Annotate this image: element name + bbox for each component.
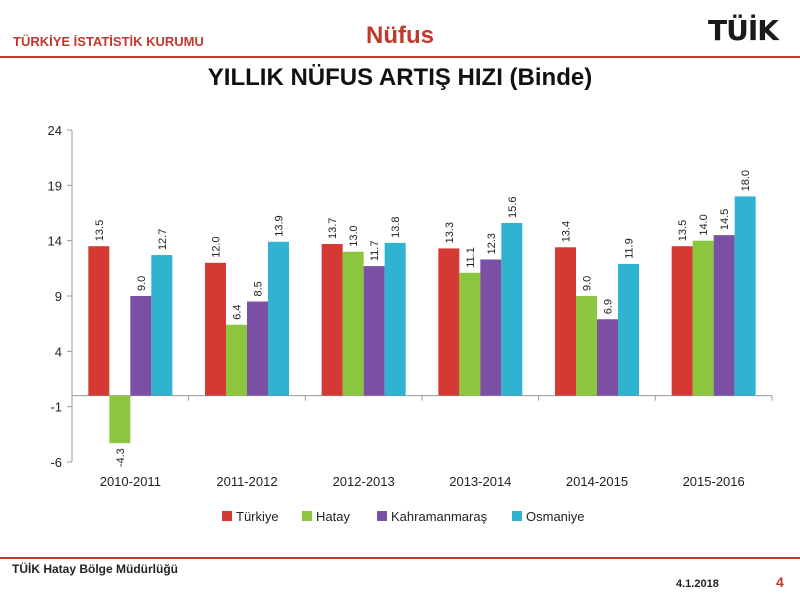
bar-value-label: 12.3 — [486, 233, 498, 254]
x-category-label: 2011-2012 — [216, 474, 277, 489]
x-category-label: 2010-2011 — [100, 474, 161, 489]
bar-hatay — [342, 251, 364, 396]
header-org: TÜRKİYE İSTATİSTİK KURUMU — [13, 34, 204, 49]
y-tick-label: 24 — [48, 123, 62, 138]
legend-swatch — [512, 511, 522, 521]
legend-label: Türkiye — [236, 509, 279, 524]
bar-osmaniye — [618, 263, 639, 396]
footer-date: 4.1.2018 — [676, 578, 719, 590]
bar-kahramanmaraş — [247, 301, 268, 396]
y-tick-label: -6 — [50, 455, 62, 470]
bar-value-label: 14.0 — [698, 214, 710, 235]
bar-hatay — [576, 296, 597, 396]
x-category-label: 2013-2014 — [449, 474, 511, 489]
x-category-label: 2012-2013 — [333, 474, 395, 489]
bar-osmaniye — [734, 196, 756, 396]
bar-value-label: 13.9 — [274, 215, 286, 236]
bar-türkiye — [671, 246, 693, 396]
bar-hatay — [226, 324, 247, 396]
bar-value-label: 13.3 — [444, 222, 456, 243]
legend-label: Osmaniye — [526, 509, 585, 524]
bar-value-label: 14.5 — [719, 209, 731, 230]
bar-value-label: 11.9 — [624, 238, 636, 259]
bar-kahramanmaraş — [597, 319, 618, 396]
bar-value-label: 8.5 — [253, 281, 265, 296]
bar-value-label: 6.9 — [603, 299, 615, 314]
y-tick-label: 19 — [48, 178, 62, 193]
footer-divider — [0, 557, 800, 559]
bar-osmaniye — [151, 255, 173, 396]
legend-swatch — [302, 511, 312, 521]
tuik-logo: TÜİK — [708, 14, 779, 47]
bar-hatay — [692, 240, 714, 396]
bar-hatay — [109, 395, 131, 444]
legend-label: Hatay — [316, 509, 350, 524]
bar-osmaniye — [268, 241, 289, 396]
bar-value-label: 12.7 — [157, 229, 169, 250]
x-category-label: 2014-2015 — [566, 474, 628, 489]
bar-türkiye — [205, 262, 226, 396]
bar-value-label: 6.4 — [232, 304, 244, 319]
bar-osmaniye — [501, 222, 523, 396]
bar-kahramanmaraş — [130, 296, 152, 396]
bar-türkiye — [438, 248, 460, 396]
bar-türkiye — [321, 243, 343, 396]
bar-value-label: 13.5 — [94, 220, 106, 241]
bar-value-label: 9.0 — [136, 276, 148, 291]
bar-hatay — [459, 272, 481, 396]
bar-kahramanmaraş — [713, 235, 735, 396]
bar-value-label: 11.1 — [465, 247, 477, 268]
bar-osmaniye — [384, 242, 406, 396]
bar-value-label: 9.0 — [582, 276, 594, 291]
y-tick-label: 9 — [55, 289, 62, 304]
legend-swatch — [222, 511, 232, 521]
bar-value-label: 12.0 — [211, 236, 223, 257]
header-title: Nüfus — [366, 22, 434, 49]
header-divider — [0, 56, 800, 58]
page-number: 4 — [776, 574, 784, 590]
bar-value-label: 13.4 — [561, 221, 573, 242]
bar-value-label: -4.3 — [115, 448, 127, 467]
footer-org: TÜİK Hatay Bölge Müdürlüğü — [12, 562, 178, 576]
bar-value-label: 11.7 — [369, 241, 381, 262]
bar-value-label: 18.0 — [740, 170, 752, 191]
bar-value-label: 15.6 — [507, 197, 519, 218]
bar-türkiye — [88, 246, 110, 396]
y-tick-label: -1 — [50, 400, 62, 415]
bar-kahramanmaraş — [363, 266, 385, 396]
chart-title: YILLIK NÜFUS ARTIŞ HIZI (Binde) — [207, 64, 593, 91]
legend-swatch — [377, 511, 387, 521]
y-tick-label: 14 — [48, 234, 62, 249]
legend-label: Kahramanmaraş — [391, 509, 488, 524]
x-category-label: 2015-2016 — [683, 474, 745, 489]
y-tick-label: 4 — [55, 344, 62, 359]
bar-value-label: 13.5 — [677, 220, 689, 241]
bar-value-label: 13.0 — [348, 225, 360, 246]
bar-value-label: 13.7 — [327, 218, 339, 239]
bar-türkiye — [555, 247, 576, 396]
bar-value-label: 13.8 — [390, 216, 402, 237]
bar-kahramanmaraş — [480, 259, 502, 396]
